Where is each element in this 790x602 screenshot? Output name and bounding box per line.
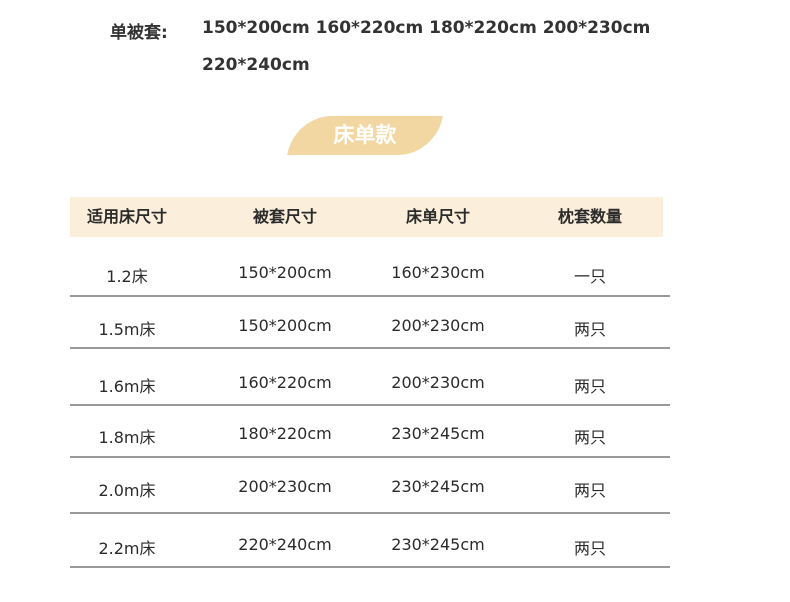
table-cell: 200*230cm [391, 373, 485, 392]
table-cell: 160*220cm [238, 373, 332, 392]
header-cell: 适用床尺寸 [86, 207, 167, 226]
table-cell: 两只 [573, 320, 606, 339]
table-cell: 1.8m床 [98, 428, 156, 447]
table-cell: 150*200cm [238, 263, 332, 282]
table-cell: 230*245cm [391, 535, 485, 554]
table-cell: 一只 [573, 267, 606, 286]
row-divider [70, 566, 670, 568]
table-cell: 230*245cm [391, 477, 485, 496]
header-cell: 枕套数量 [557, 207, 622, 226]
table-cell: 200*230cm [238, 477, 332, 496]
table-cell: 1.2床 [106, 267, 148, 286]
row-divider [70, 404, 670, 406]
header-cell: 被套尺寸 [252, 207, 317, 226]
row-divider [70, 456, 670, 458]
duvet-sizes-line1: 150*200cm 160*220cm 180*220cm 200*230cm [202, 18, 651, 38]
row-divider [70, 512, 670, 514]
row-divider [70, 295, 670, 297]
row-divider [70, 347, 670, 349]
table-cell: 160*230cm [391, 263, 485, 282]
table-cell: 1.6m床 [98, 377, 156, 396]
table-cell: 2.0m床 [98, 481, 156, 500]
table-cell: 两只 [573, 481, 606, 500]
table-cell: 两只 [573, 428, 606, 447]
section-badge: 床单款 [333, 123, 397, 147]
header-cell: 床单尺寸 [405, 207, 470, 226]
table-cell: 200*230cm [391, 316, 485, 335]
table-cell: 220*240cm [238, 535, 332, 554]
table-header [70, 197, 663, 237]
table-cell: 两只 [573, 377, 606, 396]
table-cell: 1.5m床 [98, 320, 156, 339]
table-cell: 230*245cm [391, 424, 485, 443]
duvet-label: 单被套: [110, 23, 168, 43]
duvet-sizes-line2: 220*240cm [202, 55, 310, 75]
table-cell: 两只 [573, 539, 606, 558]
table-cell: 150*200cm [238, 316, 332, 335]
table-cell: 180*220cm [238, 424, 332, 443]
table-cell: 2.2m床 [98, 539, 156, 558]
